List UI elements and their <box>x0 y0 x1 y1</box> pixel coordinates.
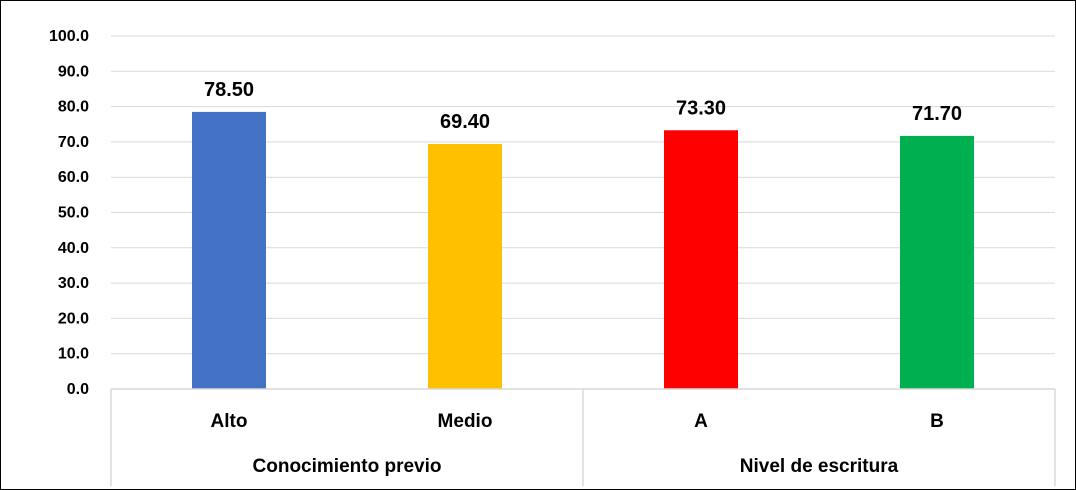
gridlines <box>111 35 1055 355</box>
y-tick-label: 80.0 <box>58 99 89 116</box>
y-tick-label: 20.0 <box>58 310 89 327</box>
data-labels: 78.50 69.40 73.30 71.70 <box>204 79 962 133</box>
bar-medio <box>428 144 502 389</box>
bar-alto <box>192 111 266 390</box>
x-category-label: Medio <box>438 411 493 432</box>
x-axis: Alto Medio A B Conocimiento previo Nivel de e… <box>110 388 1056 486</box>
bars <box>192 111 974 390</box>
data-label: 71.70 <box>912 103 962 125</box>
y-tick-label: 0.0 <box>67 381 89 398</box>
y-axis: 0.0 10.0 20.0 30.0 40.0 50.0 60.0 70.0 80.0 90.0 1… <box>49 28 89 398</box>
y-tick-label: 10.0 <box>58 346 89 363</box>
x-group-label: Nivel de escritura <box>740 456 899 477</box>
x-category-label: A <box>694 411 708 432</box>
y-tick-label: 30.0 <box>58 275 89 292</box>
x-category-label: Alto <box>211 411 248 432</box>
y-tick-label: 50.0 <box>58 205 89 222</box>
y-tick-label: 60.0 <box>58 169 89 186</box>
x-group-label: Conocimiento previo <box>253 456 442 477</box>
data-label: 73.30 <box>676 97 726 119</box>
y-tick-label: 90.0 <box>58 63 89 80</box>
bar-b <box>900 135 974 389</box>
data-label: 78.50 <box>204 79 254 101</box>
x-category-label: B <box>930 411 944 432</box>
data-label: 69.40 <box>440 111 490 133</box>
bar-a <box>664 130 738 389</box>
y-tick-label: 100.0 <box>49 28 89 45</box>
y-tick-label: 70.0 <box>58 134 89 151</box>
y-tick-label: 40.0 <box>58 240 89 257</box>
